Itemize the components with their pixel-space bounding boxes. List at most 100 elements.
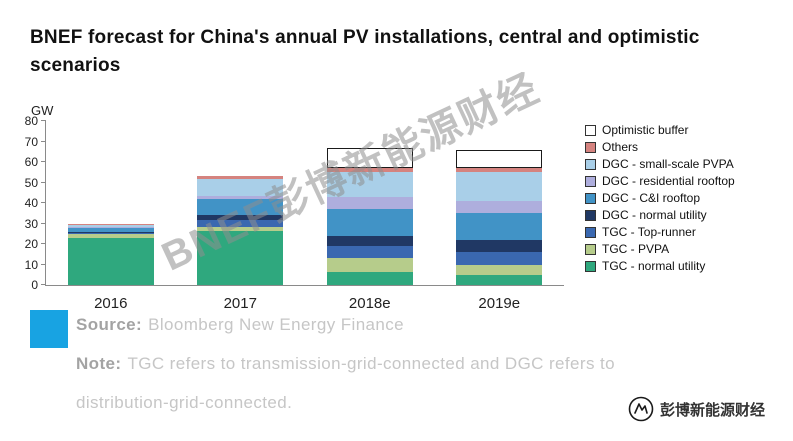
- bar-segment: [326, 246, 413, 259]
- bar-group-2018e: 2018e: [305, 121, 435, 312]
- y-tick-mark: [41, 181, 46, 183]
- legend-item: TGC - PVPA: [585, 243, 735, 256]
- bar-group-2019e: 2019e: [435, 121, 565, 312]
- legend: Optimistic buffer Others DGC - small-scale…: [585, 124, 735, 277]
- legend-label: TGC - normal utility: [602, 259, 706, 273]
- legend-swatch: [585, 176, 596, 187]
- x-tick-label: 2017: [223, 295, 257, 312]
- bar-segment: [326, 271, 413, 285]
- legend-item: TGC - normal utility: [585, 260, 735, 273]
- y-tick-label: 40: [24, 196, 38, 210]
- y-tick-label: 80: [24, 114, 38, 128]
- legend-swatch: [585, 159, 596, 170]
- bar-segment: [67, 232, 154, 234]
- y-tick-label: 60: [24, 155, 38, 169]
- x-tick-label: 2019e: [478, 295, 521, 312]
- brand-footer: 彭博新能源财经: [628, 396, 765, 422]
- legend-swatch: [585, 227, 596, 238]
- bar-segment: [456, 264, 543, 275]
- bar-segment: [456, 252, 543, 265]
- source-accent-square: [30, 310, 68, 348]
- stacked-bar: [326, 147, 413, 285]
- bar-segment: [67, 237, 154, 285]
- stacked-bar: [456, 149, 543, 285]
- legend-label: DGC - normal utility: [602, 208, 707, 222]
- stacked-bar: [67, 223, 154, 285]
- note-label: Note:: [76, 354, 122, 373]
- bar-segment: [456, 172, 543, 201]
- legend-label: TGC - PVPA: [602, 242, 670, 256]
- y-tick-mark: [41, 202, 46, 203]
- legend-label: DGC - residential rooftop: [602, 174, 735, 188]
- bar-segment: [197, 220, 284, 227]
- y-tick-label: 50: [24, 175, 38, 190]
- bar-segment: [456, 213, 543, 240]
- y-tick-label: 20: [24, 237, 38, 251]
- y-tick-mark: [41, 120, 46, 121]
- legend-label: Others: [602, 140, 639, 154]
- legend-swatch: [585, 244, 596, 255]
- y-tick-label: 70: [24, 134, 38, 149]
- bar-segment: [197, 226, 284, 231]
- legend-item: DGC - small-scale PVPA: [585, 158, 735, 171]
- stacked-bar: [197, 176, 284, 285]
- bar-segment: [326, 258, 413, 272]
- bar-segment: [67, 223, 154, 225]
- legend-item: DGC - normal utility: [585, 209, 735, 222]
- bar-segment: [326, 196, 413, 210]
- y-tick-mark: [41, 140, 46, 142]
- x-tick-label: 2016: [94, 295, 128, 312]
- y-tick-label: 0: [31, 278, 38, 292]
- footer: Source: Bloomberg New Energy Finance Note…: [76, 305, 706, 422]
- bar-segment: [456, 274, 543, 285]
- x-tick-label: 2018e: [348, 295, 391, 312]
- legend-swatch: [585, 261, 596, 272]
- bar-group-2017: 2017: [176, 121, 306, 312]
- y-tick-label: 30: [24, 216, 38, 231]
- bar-segment: [197, 215, 284, 221]
- y-tick-mark: [41, 263, 46, 265]
- bar-segment: [456, 168, 543, 173]
- bar-segment: [326, 147, 413, 169]
- bar-segment: [326, 168, 413, 173]
- bar-segment: [456, 200, 543, 214]
- plot-area: 2016 2017 2018e 2019e 0 10 20 30 40 50 60 70 80: [25, 115, 565, 312]
- bar-segment: [326, 235, 413, 247]
- bar-segment: [67, 227, 154, 232]
- bar-segment: [456, 149, 543, 169]
- bar-segment: [456, 239, 543, 253]
- legend-swatch: [585, 193, 596, 204]
- bar-segment: [197, 198, 284, 216]
- legend-label: TGC - Top-runner: [602, 225, 696, 239]
- y-axis-unit-label: GW: [31, 103, 54, 118]
- legend-item: DGC - residential rooftop: [585, 175, 735, 188]
- bar-segment: [67, 224, 154, 227]
- legend-label: DGC - C&I rooftop: [602, 191, 701, 205]
- legend-label: Optimistic buffer: [602, 123, 689, 137]
- legend-item: Others: [585, 141, 735, 154]
- bar-segment: [197, 195, 284, 199]
- bar-segment: [67, 226, 154, 228]
- y-tick-mark: [41, 222, 46, 224]
- y-tick-mark: [41, 243, 46, 244]
- bar-segment: [67, 233, 154, 238]
- bars-container: 2016 2017 2018e 2019e: [46, 121, 565, 312]
- chart-title: BNEF forecast for China's annual PV inst…: [30, 27, 700, 76]
- note-text: TGC refers to transmission-grid-connecte…: [76, 354, 615, 412]
- bar-segment: [197, 230, 284, 285]
- legend-item: Optimistic buffer: [585, 124, 735, 137]
- bar-segment: [197, 179, 284, 196]
- y-tick-label: 10: [24, 257, 38, 272]
- source-line: Source: Bloomberg New Energy Finance: [76, 305, 706, 344]
- y-tick-mark: [41, 284, 46, 285]
- legend-item: DGC - C&I rooftop: [585, 192, 735, 205]
- bar-segment: [326, 172, 413, 197]
- bar-segment: [326, 209, 413, 236]
- legend-swatch: [585, 125, 596, 136]
- bar-segment: [197, 176, 284, 180]
- legend-item: TGC - Top-runner: [585, 226, 735, 239]
- bar-segment: [67, 231, 154, 233]
- legend-swatch: [585, 210, 596, 221]
- brand-text: 彭博新能源财经: [659, 401, 765, 419]
